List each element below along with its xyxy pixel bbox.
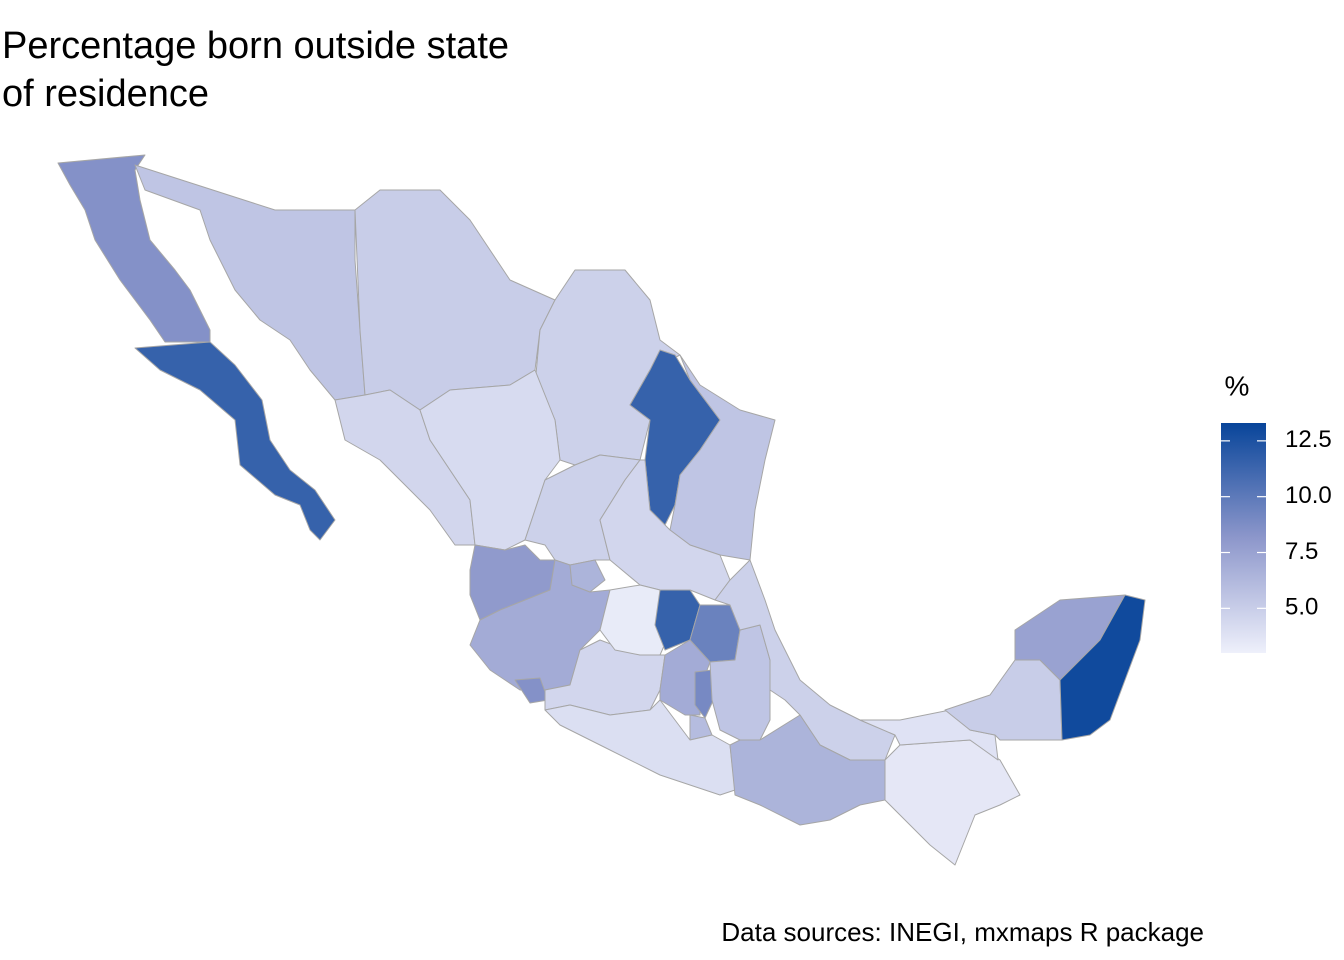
region bbox=[569, 559, 606, 593]
legend-tick-label: 10.0 bbox=[1285, 482, 1332, 509]
region bbox=[57, 154, 211, 343]
region bbox=[544, 699, 736, 796]
caption: Data sources: INEGI, mxmaps R package bbox=[721, 917, 1204, 947]
legend-tick-label: 12.5 bbox=[1285, 426, 1332, 453]
region bbox=[709, 624, 771, 741]
map-title: Percentage born outside state of residen… bbox=[2, 25, 510, 115]
legend-colorbar bbox=[1221, 423, 1266, 653]
legend-tick-label: 7.5 bbox=[1285, 538, 1318, 565]
region bbox=[134, 164, 366, 401]
region bbox=[134, 341, 336, 541]
regions bbox=[57, 154, 1146, 866]
legend-tick-label: 5.0 bbox=[1285, 594, 1318, 621]
legend-title: % bbox=[1225, 370, 1250, 401]
region bbox=[1059, 594, 1146, 741]
region bbox=[884, 739, 1021, 866]
region bbox=[859, 709, 999, 761]
